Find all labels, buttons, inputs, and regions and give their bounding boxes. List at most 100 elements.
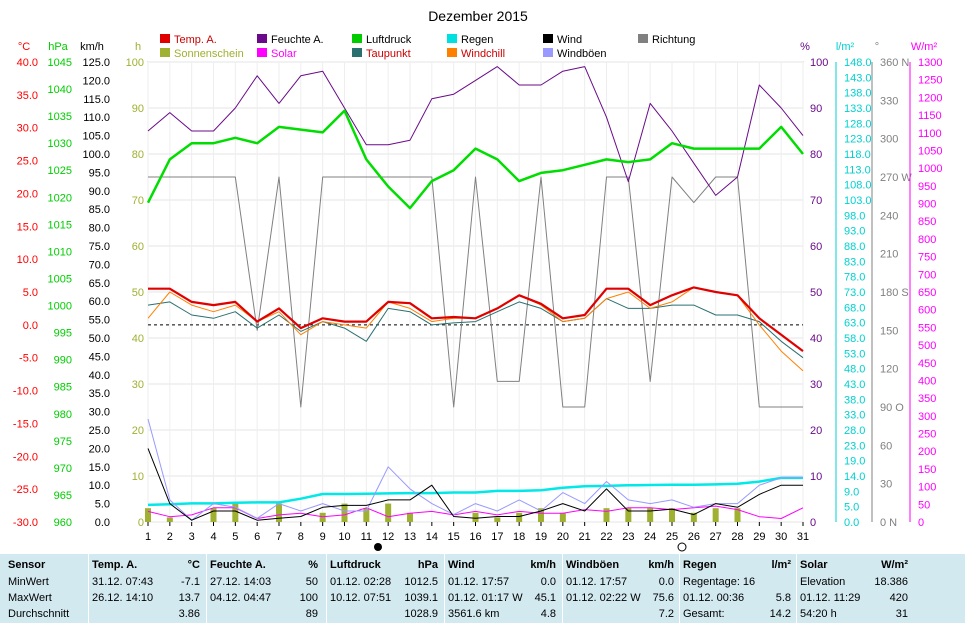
axis-tick-label: 965 [54, 490, 72, 502]
axis-tick-label: 350 [918, 393, 936, 405]
stats-row-value: -7.1 [181, 576, 200, 588]
stats-row-value: 18.386 [874, 576, 908, 588]
axis-tick-label: 1045 [48, 57, 72, 69]
series-line-taupunkt [147, 298, 804, 359]
axis-tick-label: 58.0 [844, 333, 865, 345]
axis-tick-label: 88.0 [844, 241, 865, 253]
axis-tick-label: 100.0 [82, 149, 110, 161]
axis-tick-label: 950 [918, 181, 936, 193]
sunshine-bar [319, 512, 326, 522]
series-line-regen [147, 476, 803, 507]
stats-row-value: 1028.9 [404, 608, 438, 620]
x-tick-label: 27 [710, 531, 722, 543]
axis-temp: °C 40.0 35.0 30.0 25.0 20.0 15.0 10.0 5.0 0.0 -5.0… [13, 41, 38, 529]
full-moon-icon [677, 542, 687, 552]
axis-tick-label: 1040 [48, 84, 72, 96]
stats-header: Temp. A. [92, 559, 138, 571]
stats-column: Feuchte A.% 27.12. 14:03 50 04.12. 04:47 100… [210, 554, 322, 623]
axis-tick-label: 1030 [48, 138, 72, 150]
axis-tick-label: 10.0 [17, 254, 38, 266]
x-tick-label: 15 [448, 531, 460, 543]
stats-row-label: 27.12. 14:03 [210, 576, 272, 588]
legend-label: Richtung [652, 34, 695, 46]
axis-tick-label: 68.0 [844, 302, 865, 314]
sunshine-bar [210, 508, 217, 522]
axis-tick-label: 0 [138, 517, 144, 529]
axis-tick-label: 50 [810, 287, 822, 299]
axis-tick-label: 20 [810, 425, 822, 437]
x-tick-label: 26 [688, 531, 700, 543]
axis-tick-label: 15.0 [17, 221, 38, 233]
sunshine-bar [407, 512, 413, 522]
stats-unit: W/m² [881, 559, 908, 571]
axis-tick-label: 70 [810, 195, 822, 207]
axis-tick-label: -5.0 [19, 353, 38, 365]
axis-tick-label: 1035 [48, 111, 72, 123]
axis-tick-label: 5.0 [23, 287, 38, 299]
series-line-luftdruck [146, 109, 804, 210]
axis-tick-label: 78.0 [844, 272, 865, 284]
stats-separator [796, 554, 797, 623]
legend-label: Wind [557, 34, 582, 46]
axis-tick-label: 900 [918, 199, 936, 211]
axis-tick-label: 35.0 [17, 90, 38, 102]
axis-tick-label: 150 [918, 464, 936, 476]
axis-tick-label: 30.0 [17, 123, 38, 135]
sunshine-bar [494, 517, 501, 522]
series-line-feuchte-a- [147, 66, 804, 196]
axis-tick-label: 600 [918, 305, 936, 317]
stats-header: Regen [683, 559, 717, 571]
axis-tick-label: 83.0 [844, 256, 865, 268]
axis-direction: °360 N 330 300 270 W 240 210 180 S 150 120 90 O 60… [875, 41, 913, 529]
stats-row-label: 3561.6 km [448, 608, 500, 620]
axis-tick-label: 105.0 [82, 131, 110, 143]
stats-row-label: 10.12. 07:51 [330, 592, 392, 604]
stats-header: Luftdruck [330, 559, 381, 571]
axis-tick-label: 55.0 [89, 315, 110, 327]
axis-unit-label: km/h [80, 41, 104, 53]
x-tick-label: 20 [557, 531, 569, 543]
legend-label: Taupunkt [366, 48, 411, 60]
stats-row-value: 7.2 [658, 608, 674, 620]
axis-tick-label: 995 [54, 328, 72, 340]
axis-tick-label: 1010 [48, 246, 72, 258]
axis-tick-label: 113.0 [844, 164, 871, 176]
axis-tick-label: -20.0 [13, 451, 38, 463]
legend-swatch [257, 48, 267, 57]
stats-row-label: Regentage: 16 [683, 576, 756, 588]
axis-tick-label: 0.0 [95, 517, 110, 529]
stats-column: Luftdruck hPa 01.12. 02:28 1012.5 10.12. 07:… [330, 554, 442, 623]
axis-tick-label: 30.0 [89, 407, 110, 419]
axis-rain: l/m² 148.0 143.0 138.0 133.0 128.0 123.0 118.0 1… [836, 41, 872, 529]
x-tick-label: 5 [232, 531, 238, 543]
x-tick-label: 12 [382, 531, 394, 543]
axis-tick-label: 85.0 [89, 204, 110, 216]
axis-tick-label: 60.0 [89, 296, 110, 308]
stats-separator [679, 554, 680, 623]
axis-tick-label: 1000 [48, 301, 72, 313]
axis-tick-label: 50 [132, 287, 144, 299]
x-tick-label: 14 [426, 531, 438, 543]
axis-tick-label: -25.0 [13, 484, 38, 496]
x-tick-label: 28 [731, 531, 743, 543]
stats-row-label: Gesamt: [683, 608, 725, 620]
stats-row-value: 420 [889, 592, 908, 604]
axis-tick-label: 240 [880, 210, 898, 222]
stats-row-value: 31 [895, 608, 908, 620]
axis-tick-label: 95.0 [89, 167, 110, 179]
axis-tick-label: 35.0 [89, 388, 110, 400]
stats-row-value: 89 [305, 608, 318, 620]
axis-tick-label: 19.0 [844, 456, 865, 468]
stats-row-label: 31.12. 07:43 [92, 576, 154, 588]
stats-row-label: 01.12. 01:17 W [448, 592, 523, 604]
stats-unit: hPa [417, 559, 438, 571]
chart-title: Dezember 2015 [428, 8, 528, 24]
axis-tick-label: 93.0 [844, 226, 865, 238]
axis-tick-label: 40.0 [17, 57, 38, 69]
x-tick-label: 22 [600, 531, 612, 543]
axis-tick-label: 270 W [880, 172, 912, 184]
axis-tick-label: 50 [918, 499, 930, 511]
stats-row-label: 01.12. 02:28 [330, 576, 392, 588]
axis-tick-label: 50.0 [89, 333, 110, 345]
axis-tick-label: 10 [132, 471, 144, 483]
